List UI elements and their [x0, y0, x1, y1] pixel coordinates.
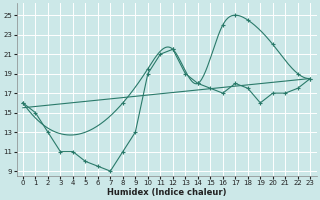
X-axis label: Humidex (Indice chaleur): Humidex (Indice chaleur) [107, 188, 226, 197]
